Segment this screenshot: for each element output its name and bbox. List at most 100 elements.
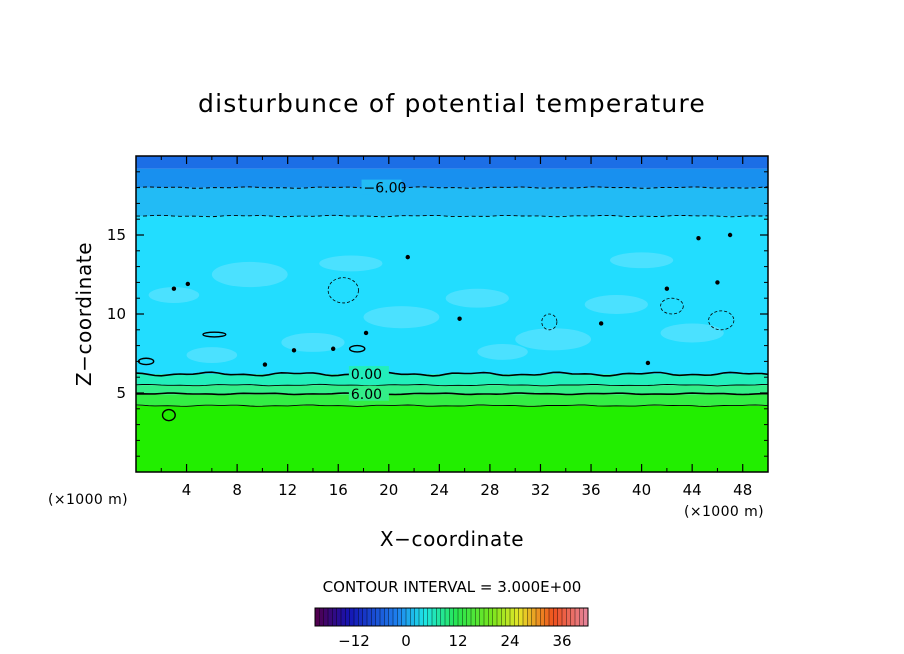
contour-blob-2 (185, 281, 191, 287)
colorbar-cell (479, 608, 485, 626)
colorbar-cell (553, 608, 558, 626)
contour-blob-8 (262, 362, 268, 367)
contour-label-bg-0 (361, 179, 402, 195)
x-tick-label-6: 28 (480, 481, 499, 499)
contour-interval-note: CONTOUR INTERVAL = 3.000E+00 (323, 578, 582, 596)
colorbar-tick-label-4: 36 (552, 632, 571, 650)
colorbar-cell (436, 608, 441, 626)
field-layer-4 (136, 216, 768, 375)
x-tick-label-8: 36 (581, 481, 600, 499)
contour-thin-2 (136, 404, 768, 407)
contour-line-0 (136, 186, 768, 189)
x-tick-label-9: 40 (632, 481, 651, 499)
y-tick-label-0: 5 (116, 384, 126, 402)
colorbar-cell (492, 608, 498, 626)
colorbar-cell (362, 608, 368, 626)
texture-patch-11 (610, 252, 674, 269)
x-tick-label-5: 24 (430, 481, 449, 499)
contour-labels: −6.00 0.00 6.00 (348, 179, 407, 403)
texture-patch-0 (148, 287, 200, 303)
colorbar-cell (345, 608, 350, 626)
colorbar-cell (349, 608, 355, 626)
colorbar-cell (566, 608, 571, 626)
colorbar-cell (484, 608, 489, 626)
colorbar-cell (406, 608, 411, 626)
dashed-contour-loop-2 (708, 310, 735, 331)
colorbar-cell (445, 608, 450, 626)
dashed-contour-loop-3 (541, 313, 558, 331)
colorbar-cell (414, 608, 420, 626)
x-tick-label-0: 4 (182, 481, 192, 499)
colorbar-cell (475, 608, 480, 626)
colorbar-cell (358, 608, 363, 626)
colorbar-cell (583, 608, 589, 626)
colorbar-cell (393, 608, 398, 626)
field-layer-1 (136, 394, 768, 406)
colorbar-cell (419, 608, 424, 626)
colorbar-cell (501, 608, 506, 626)
contour-blob-4 (715, 280, 720, 285)
field-layer-7 (136, 156, 768, 169)
colorbar-cell (423, 608, 428, 626)
contour-label-0: −6.00 (364, 181, 407, 197)
x-tick-label-1: 8 (232, 481, 242, 499)
colorbar-cell (367, 608, 372, 626)
colorbar-cell (388, 608, 394, 626)
plot-area: −6.000.006.00 4 8 12 16 20 24 28 32 36 40 44 485101… (107, 155, 769, 499)
colorbar-cell (453, 608, 459, 626)
colorbar-cell (514, 608, 519, 626)
colorbar-cell (557, 608, 563, 626)
contour-blob-13 (645, 360, 651, 366)
colorbar-cell (518, 608, 524, 626)
colorbar: −12 0 12 24 36 (314, 607, 589, 650)
y-tick-label-2: 15 (107, 226, 126, 244)
colorbar-cell (488, 608, 493, 626)
dashed-contour-loop-1 (660, 297, 684, 315)
solid-contour-loop-2 (348, 344, 366, 353)
y-tick-label-1: 10 (107, 305, 126, 323)
texture-patch-3 (363, 306, 440, 329)
colorbar-cell (332, 608, 337, 626)
x-tick-label-4: 20 (379, 481, 398, 499)
field-layer-6 (136, 168, 768, 188)
colorbar-cell (323, 608, 329, 626)
y-axis-label: Z−coordinate (72, 242, 96, 386)
field-layers (136, 156, 768, 472)
dashed-contour-loop-0 (327, 277, 359, 304)
contour-blob-1 (291, 348, 297, 353)
contour-label-bg-2 (348, 385, 389, 401)
chart-title: disturbunce of potential temperature (198, 89, 706, 118)
field-layer-0 (136, 405, 768, 472)
x-tick-label-7: 32 (531, 481, 550, 499)
colorbar-frame (314, 607, 589, 627)
colorbar-cell (466, 608, 472, 626)
colorbar-cell (341, 608, 346, 626)
colorbar-cell (497, 608, 502, 626)
contour-line-2 (136, 392, 768, 396)
colorbar-cell (328, 608, 333, 626)
colorbar-cell (471, 608, 476, 626)
colorbar-cell (375, 608, 381, 626)
colorbar-tick-label-1: 0 (401, 632, 411, 650)
texture-patch-2 (281, 332, 345, 352)
colorbar-cell (527, 608, 532, 626)
colorbar-cell (380, 608, 385, 626)
texture-patch-5 (515, 328, 592, 351)
solid-contour-loop-3 (161, 408, 176, 422)
texture-patch-4 (445, 288, 509, 308)
contour-label-bg-1 (348, 366, 389, 382)
colorbar-cell (315, 608, 320, 626)
x-tick-label-11: 48 (733, 481, 752, 499)
colorbar-cell (579, 608, 584, 626)
colorbar-cell (401, 608, 407, 626)
colorbar-cell (570, 608, 576, 626)
contour-blob-10 (330, 346, 336, 351)
texture-patch-1 (211, 261, 288, 288)
texture-patch-7 (660, 323, 724, 343)
colorbar-cell (549, 608, 554, 626)
contour-label-2: 6.00 (351, 387, 382, 403)
colorbar-cell (536, 608, 541, 626)
x-tick-label-3: 16 (329, 481, 348, 499)
